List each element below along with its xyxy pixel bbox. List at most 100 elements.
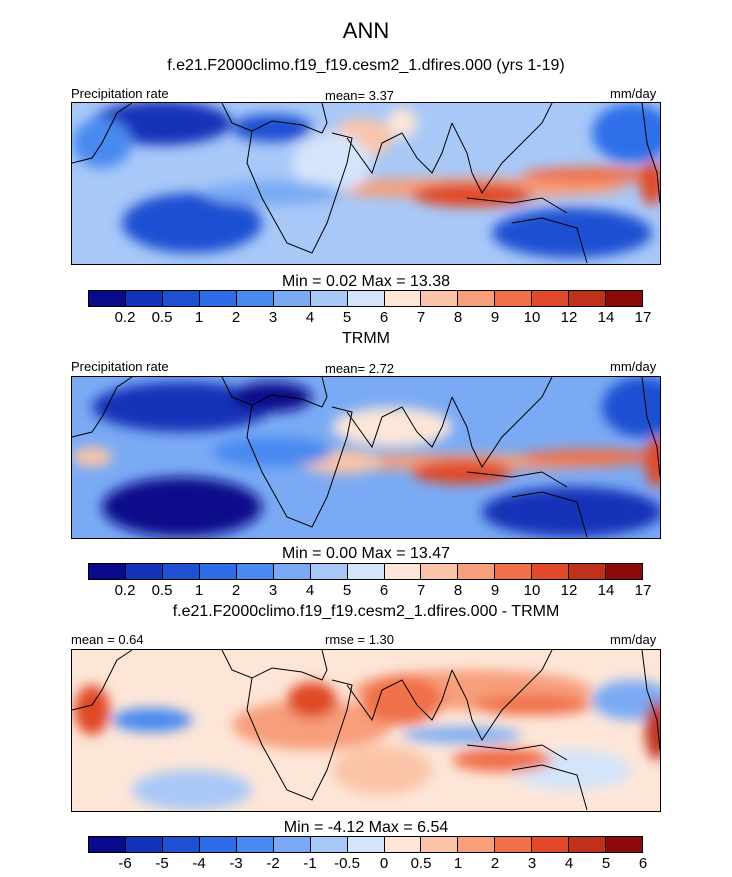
colorbar-tick-label: 0.2 (114, 309, 136, 326)
panel-3-map-field (72, 650, 660, 811)
colorbar-tick-label: 14 (597, 582, 615, 599)
colorbar-tick-label: 6 (379, 582, 389, 599)
coastline (72, 650, 133, 711)
coastline (346, 669, 453, 722)
field-region (287, 682, 337, 718)
colorbar-swatch (569, 291, 607, 306)
colorbar-tick-label: 4 (564, 855, 574, 872)
colorbar-swatch (347, 837, 385, 852)
colorbar-tick-label: -0.5 (334, 855, 360, 872)
coastline (466, 744, 568, 761)
colorbar-tick-label: -6 (118, 855, 132, 872)
panel-1-minmax: Min = 0.02 Max = 13.38 (281, 273, 451, 290)
colorbar-tick-label: 0.5 (410, 855, 432, 872)
panel-3-colorbar (88, 836, 643, 853)
field-region (362, 675, 442, 725)
colorbar-tick-label: 0.5 (151, 309, 173, 326)
colorbar-swatch (273, 291, 311, 306)
colorbar-swatch (347, 291, 385, 306)
main-title: ANN (342, 18, 390, 43)
colorbar-tick-label: 5 (342, 309, 352, 326)
colorbar-swatch (125, 837, 163, 852)
field-region (332, 407, 452, 447)
panel-2-map (71, 376, 661, 539)
field-region (112, 708, 192, 732)
panel-2-minmax: Min = 0.00 Max = 13.47 (281, 545, 451, 562)
field-region (232, 700, 392, 750)
field-region (452, 748, 552, 772)
field-region (212, 437, 332, 467)
colorbar-swatch (273, 564, 311, 579)
field-region (292, 133, 372, 193)
colorbar-swatch (236, 291, 274, 306)
field-region (472, 695, 592, 715)
coastline (246, 677, 353, 801)
colorbar-swatch (347, 564, 385, 579)
panel-1-map-field (72, 103, 660, 264)
panel-1-mean-label: mean= 3.37 (325, 88, 395, 103)
coastline (641, 377, 660, 478)
colorbar-tick-label: 8 (453, 582, 463, 599)
panel-3-minmax: Min = -4.12 Max = 6.54 (283, 819, 449, 836)
colorbar-swatch (199, 291, 237, 306)
colorbar-tick-label: -3 (229, 855, 243, 872)
field-region (492, 208, 652, 258)
colorbar-swatch (236, 564, 274, 579)
field-region (102, 477, 262, 537)
colorbar-tick-label: 1 (194, 582, 204, 599)
coastline (246, 130, 353, 254)
colorbar-tick-label: 5 (601, 855, 611, 872)
field-region (92, 382, 272, 432)
colorbar-swatch (162, 291, 200, 306)
coastline (641, 650, 660, 751)
colorbar-tick-label: 0.2 (114, 582, 136, 599)
field-region (232, 382, 312, 412)
panel-1-variable-label: Precipitation rate (71, 86, 169, 101)
coastline (511, 491, 588, 538)
precip-field (72, 103, 660, 258)
coastline (451, 650, 553, 741)
colorbar-swatch (89, 564, 126, 579)
panel-2-mean-label: mean= 2.72 (325, 361, 395, 376)
panel-2-subtitle: TRMM (342, 330, 390, 347)
colorbar-tick-label: 4 (305, 309, 315, 326)
panel-2-map-field (72, 377, 660, 538)
colorbar-tick-label: 6 (638, 855, 648, 872)
colorbar-swatch (384, 837, 422, 852)
field-region (72, 447, 112, 467)
panel-1-units-label: mm/day (610, 86, 657, 101)
coastline (466, 197, 568, 214)
colorbar-tick-label: 17 (634, 582, 652, 599)
field-region (645, 437, 660, 487)
colorbar-tick-label: 3 (527, 855, 537, 872)
panel-1-colorbar (88, 290, 643, 307)
coastline (451, 377, 553, 468)
panel-1-colorbar-labels: 0.2 0.5 1 2 3 4 5 6 7 8 9 10 12 14 17 (88, 309, 652, 327)
colorbar-swatch (532, 564, 570, 579)
coastline (346, 122, 453, 175)
colorbar-tick-label: -4 (192, 855, 206, 872)
colorbar-tick-label: 6 (379, 309, 389, 326)
panel-2-variable-label: Precipitation rate (71, 359, 169, 374)
colorbar-tick-label: 9 (490, 309, 500, 326)
colorbar-swatch (199, 837, 237, 852)
panel-3-units-label: mm/day (610, 632, 657, 647)
colorbar-tick-label: 3 (268, 582, 278, 599)
colorbar-swatch (310, 291, 348, 306)
coastline (221, 377, 328, 408)
coastline (346, 396, 453, 449)
colorbar-swatch (606, 837, 643, 852)
colorbar-tick-label: 10 (523, 582, 541, 599)
panel-3-colorbar-labels: -6 -5 -4 -3 -2 -1 -0.5 0 0.5 1 2 3 4 5 6 (88, 855, 647, 873)
colorbar-tick-label: 4 (305, 582, 315, 599)
colorbar-tick-label: 3 (268, 309, 278, 326)
colorbar-swatch (421, 291, 459, 306)
colorbar-swatch (495, 837, 533, 852)
coastline (221, 650, 328, 681)
colorbar-swatch (606, 291, 643, 306)
panel-2-colorbar (88, 563, 643, 580)
field-region (412, 460, 512, 484)
panel-2-colorbar-labels: 0.2 0.5 1 2 3 4 5 6 7 8 9 10 12 14 17 (88, 582, 652, 600)
colorbar-tick-label: 14 (597, 309, 615, 326)
colorbar-swatch (532, 291, 570, 306)
